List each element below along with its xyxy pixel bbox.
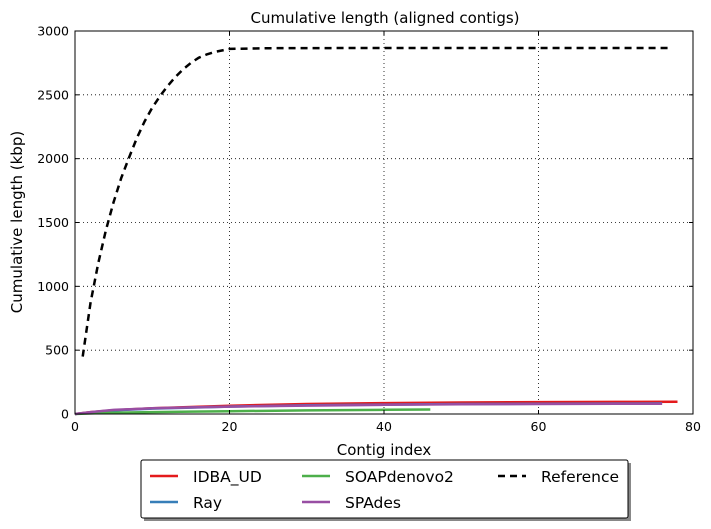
y-axis-label: Cumulative length (kbp) [8,131,26,313]
legend-box [140,459,629,519]
y-tick-label: 3000 [37,24,69,39]
legend-label-reference: Reference [541,468,619,486]
series-line-reference [81,46,670,357]
legend-label-ray: Ray [193,494,222,512]
y-tick-label: 1000 [37,279,69,294]
x-axis-label: Contig index [337,441,432,459]
x-tick-label: 0 [71,419,79,434]
axes-ticks: 0 20 40 60 80 0 500 1000 1500 2000 2500 3000 [37,24,701,435]
chart-title: Cumulative length (aligned contigs) [250,9,519,27]
y-tick-label: 2500 [37,87,69,102]
y-tick-label: 500 [45,343,69,358]
x-tick-label: 60 [531,419,547,434]
y-tick-label: 0 [61,407,69,422]
grid [75,31,693,414]
legend-label-idba-ud: IDBA_UD [193,468,262,487]
x-tick-label: 40 [376,419,392,434]
series-line-spades [74,402,663,416]
x-tick-label: 20 [222,419,238,434]
legend-label-spades: SPAdes [345,494,401,512]
legend: IDBA_UD Ray SOAPdenovo2 SPAdes Reference [140,459,631,521]
series-line-soapdenovo2 [74,408,431,416]
legend-items: IDBA_UD Ray SOAPdenovo2 SPAdes Reference [150,468,619,512]
y-tick-label: 1500 [37,215,69,230]
legend-label-soapdenovo2: SOAPdenovo2 [345,468,454,486]
y-tick-label: 2000 [37,151,69,166]
x-tick-label: 80 [685,419,701,434]
series-layer [74,46,678,416]
